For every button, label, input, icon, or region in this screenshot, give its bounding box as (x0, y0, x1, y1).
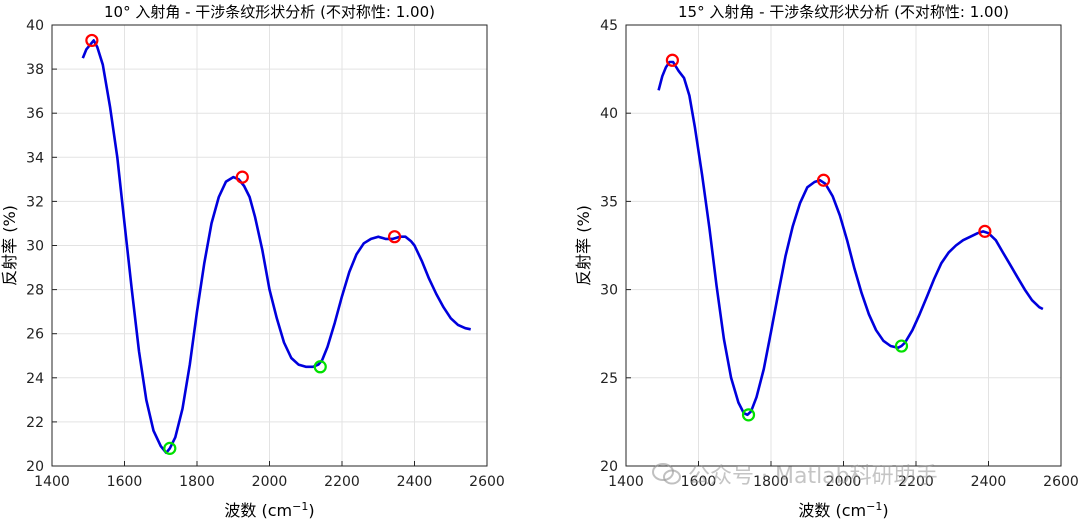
trough-marker (894, 339, 909, 353)
x-tick-label: 2600 (1043, 474, 1079, 490)
x-tick-label: 1600 (107, 474, 143, 490)
x-tick-label: 2200 (324, 474, 360, 490)
y-tick-label: 20 (26, 459, 44, 475)
y-tick-label: 30 (600, 283, 618, 299)
watermark-text: 公众号 · Matlab科研助手 (688, 464, 938, 489)
y-tick-label: 24 (26, 371, 44, 387)
peak-marker (978, 224, 992, 238)
trough-marker (163, 441, 177, 455)
x-tick-label: 2600 (469, 474, 505, 490)
watermark: 公众号 · Matlab科研助手 (652, 458, 938, 490)
trough-marker (313, 360, 327, 374)
y-tick-label: 28 (26, 283, 44, 299)
x-tick-label: 2400 (971, 474, 1007, 490)
y-tick-label: 26 (26, 327, 44, 343)
x-axis-label: 波数 (cm−1) (798, 500, 888, 520)
y-tick-label: 32 (26, 194, 44, 210)
chart-2: 1400 1600 1800 2000 2200 2400 2600 20 25 30 35 40 45… (574, 3, 1079, 520)
y-tick-label: 35 (600, 194, 618, 210)
chart-1: 1400 1600 1800 2000 2200 2400 2600 20 22 24 26 28 30… (0, 3, 505, 520)
x-tick-label: 1400 (608, 474, 644, 490)
x-tick-label: 1600 (681, 474, 717, 490)
plot-frame (625, 24, 1062, 467)
series-line (81, 39, 471, 455)
x-tick-label: 1400 (34, 474, 70, 490)
y-tick-label: 34 (26, 150, 44, 166)
x-tick-label: 1800 (753, 474, 789, 490)
x-tick-label: 1800 (179, 474, 215, 490)
x-tick-label: 2000 (252, 474, 288, 490)
peak-marker (235, 170, 249, 184)
plot-frame (51, 24, 488, 467)
peak-marker (665, 53, 680, 67)
trough-marker (741, 408, 756, 422)
y-tick-label: 20 (600, 459, 618, 475)
y-tick-label: 40 (26, 18, 44, 34)
chart-title: 15° 入射角 - 干涉条纹形状分析 (不对称性: 1.00) (678, 3, 1009, 21)
y-tick-label: 25 (600, 371, 618, 387)
y-tick-label: 40 (600, 106, 618, 122)
chart-title: 10° 入射角 - 干涉条纹形状分析 (不对称性: 1.00) (104, 3, 435, 21)
y-axis-label: 反射率 (%) (0, 205, 19, 286)
peak-marker (816, 173, 831, 187)
y-tick-label: 45 (600, 18, 618, 34)
y-tick-label: 36 (26, 106, 44, 122)
y-tick-label: 30 (26, 239, 44, 255)
peak-marker (85, 33, 99, 48)
x-tick-label: 2400 (397, 474, 433, 490)
y-tick-label: 38 (26, 62, 44, 78)
x-tick-label: 2000 (826, 474, 862, 490)
x-tick-label: 2200 (898, 474, 934, 490)
peak-marker (387, 230, 402, 244)
series-line (657, 60, 1044, 417)
y-tick-label: 22 (26, 415, 44, 431)
wechat-icon (652, 463, 681, 485)
y-axis-label: 反射率 (%) (574, 205, 593, 286)
x-axis-label: 波数 (cm−1) (224, 500, 314, 520)
